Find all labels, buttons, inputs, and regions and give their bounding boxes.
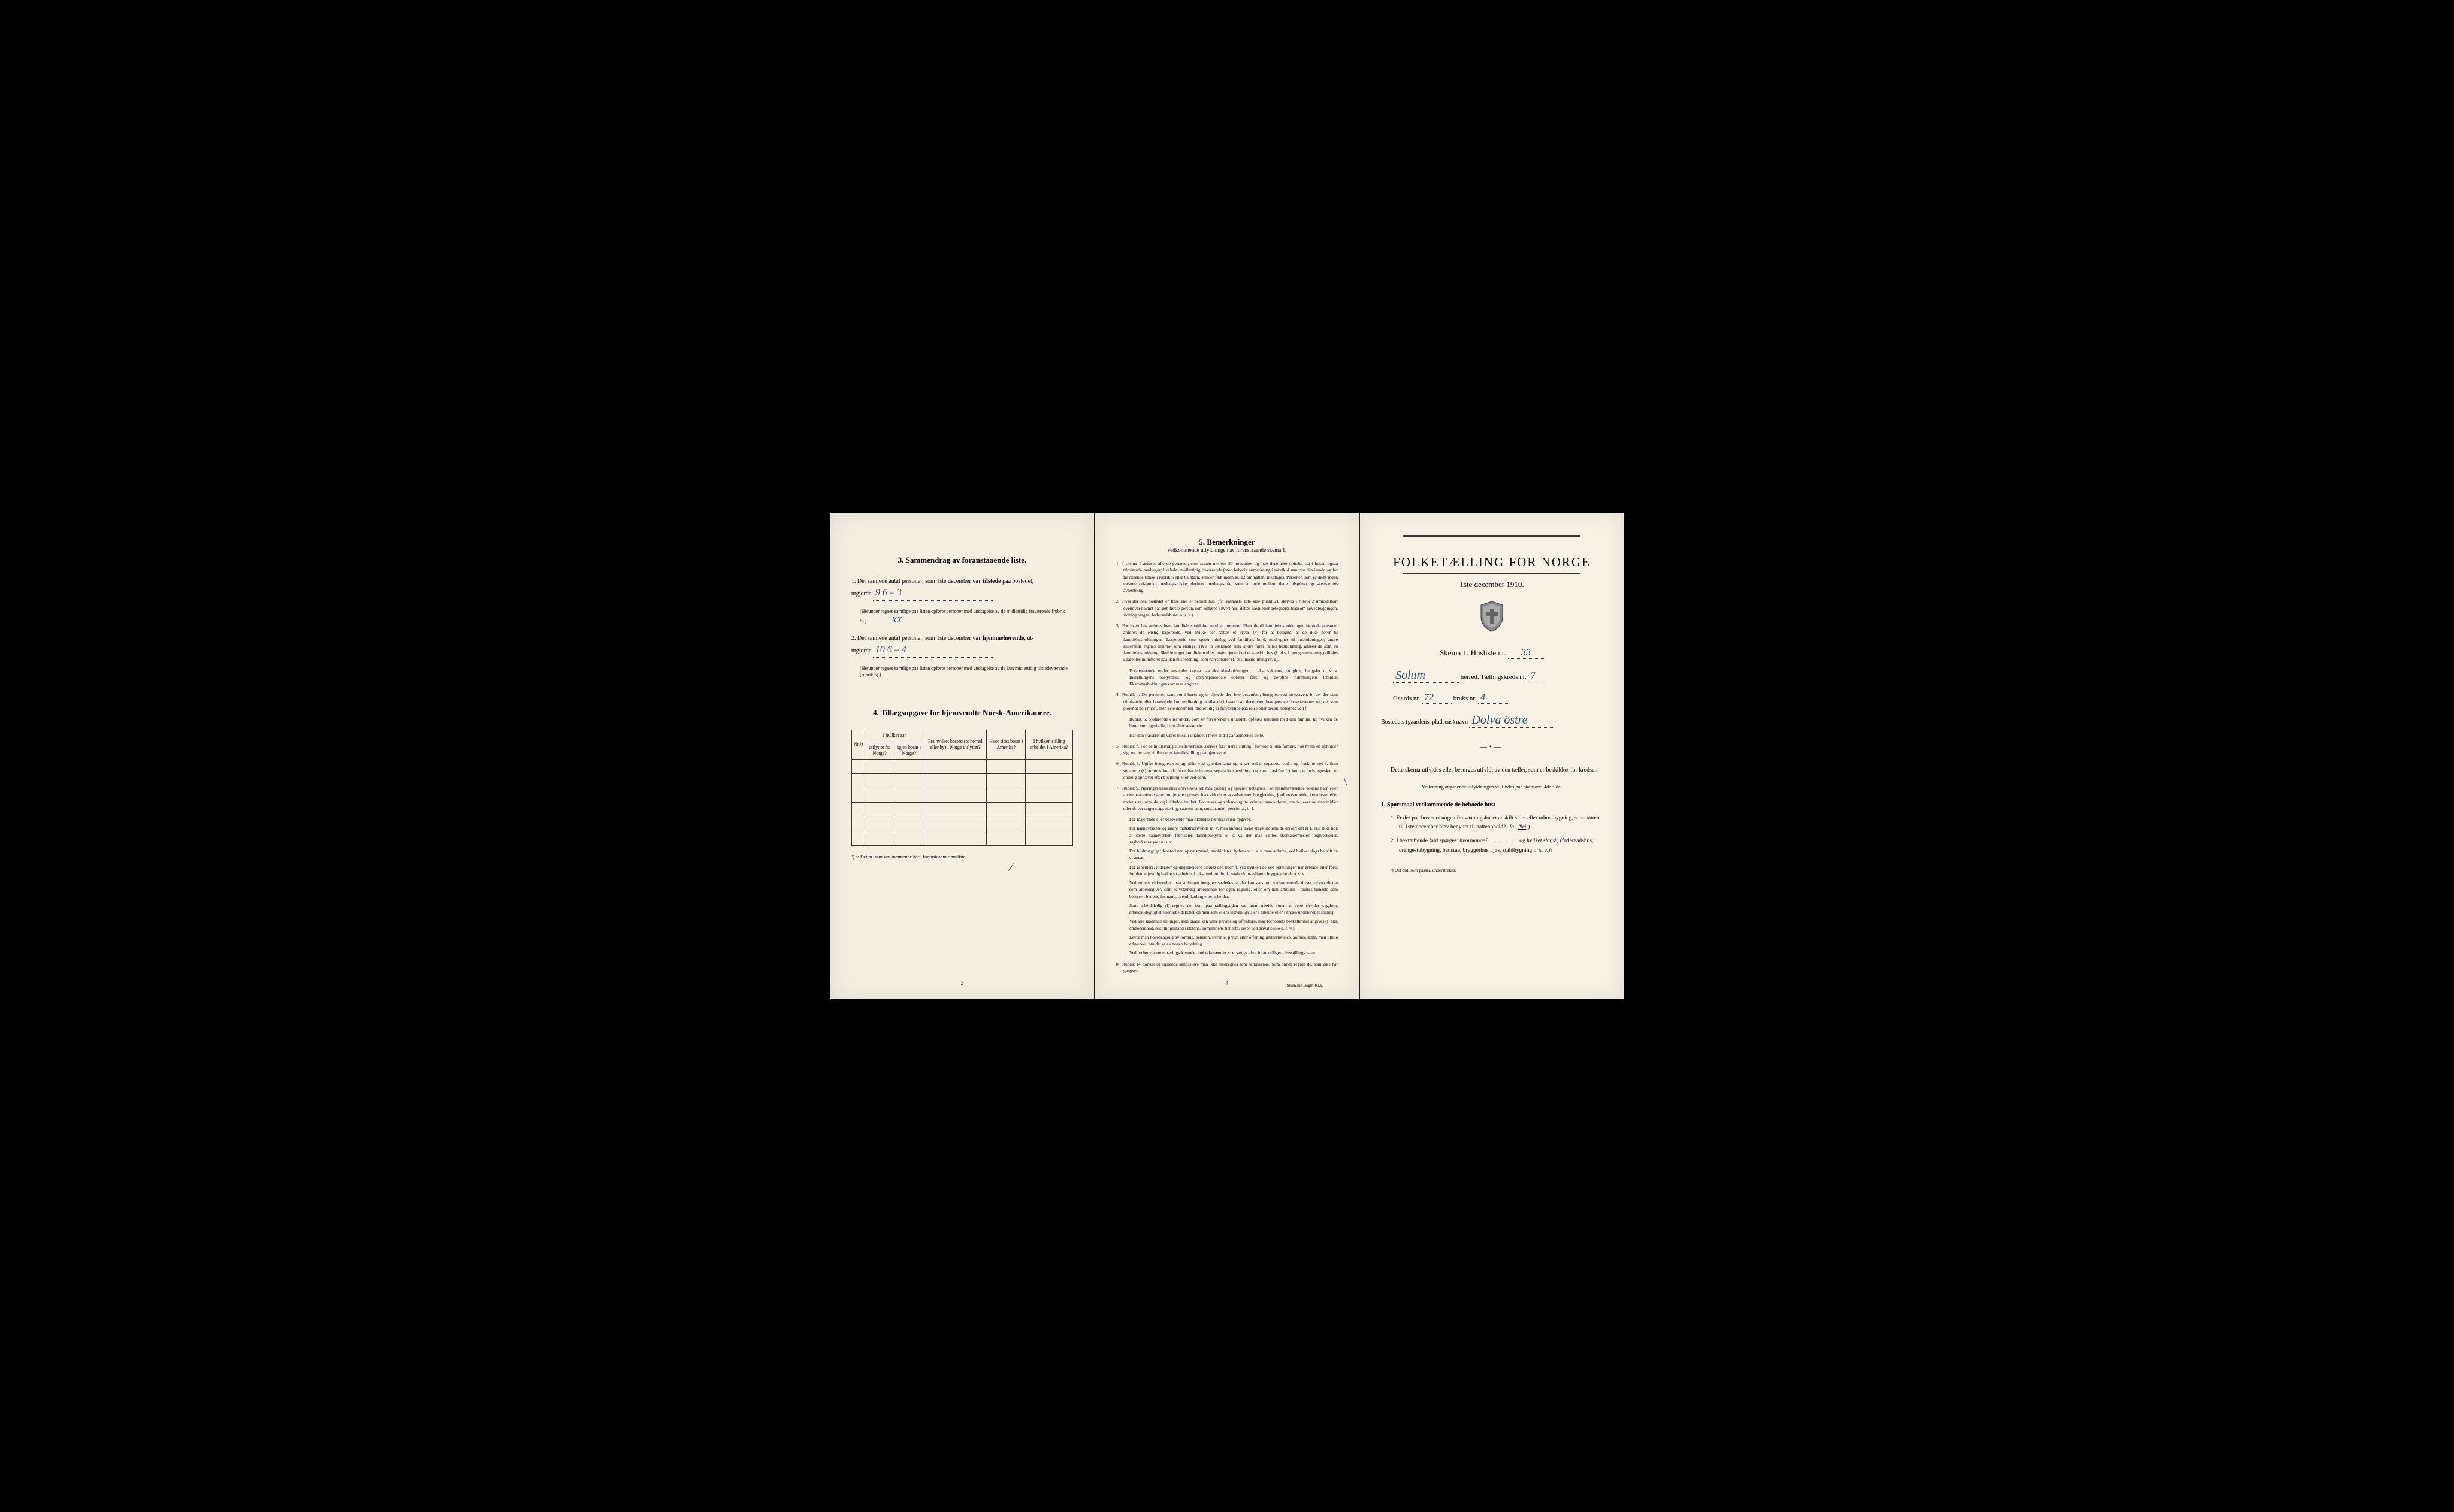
remark-item: Har den fraværende været bosat i utlande… bbox=[1116, 732, 1338, 739]
printer-credit: Steen'ske Bogtr. Kr.a. bbox=[1286, 983, 1323, 988]
remark-item: For losjerende eller besøkende maa likel… bbox=[1116, 816, 1338, 822]
remark-item: 2. Hvis der paa bostedet er flere end ét… bbox=[1116, 598, 1338, 618]
item-1-prefix: 1. Det samlede antal personer, som 1ste … bbox=[851, 578, 971, 585]
remark-item: For arbeidere, inderster og dagarbeidere… bbox=[1116, 864, 1338, 878]
census-date: 1ste december 1910. bbox=[1381, 580, 1603, 589]
section-3-title: 3. Sammendrag av foranstaaende liste. bbox=[851, 555, 1073, 565]
husliste-nr: 33 bbox=[1521, 648, 1531, 658]
item-1-suffix: paa bostedet, bbox=[1002, 578, 1033, 585]
table-row bbox=[852, 760, 1073, 774]
remarks-subtitle: vedkommende utfyldningen av foranstaaend… bbox=[1116, 547, 1338, 553]
herred-hand: Solum bbox=[1395, 669, 1425, 682]
remark-item: Rubrik 6. Sjøfarende eller andre, som er… bbox=[1116, 716, 1338, 730]
remark-item: 6. Rubrik 8. Ugifte betegnes ved ug, gif… bbox=[1116, 760, 1338, 781]
page-middle: 5. Bemerkninger vedkommende utfyldningen… bbox=[1095, 513, 1359, 999]
remark-item: 3. For hvert hus anføres hver familiehus… bbox=[1116, 622, 1338, 663]
left-footnote: ¹) ɔ: Det nr. som vedkommende har i fora… bbox=[851, 854, 1073, 860]
utgjorde-2: utgjorde bbox=[851, 648, 871, 654]
q1-nei: Nei bbox=[1518, 824, 1526, 830]
kreds-nr: 7 bbox=[1530, 671, 1535, 681]
question-1: 1. Er der paa bostedet nogen fra vaaning… bbox=[1391, 814, 1603, 832]
remark-item: Ved alle saadanne stillinger, som baade … bbox=[1116, 918, 1338, 932]
skema-line: Skema 1. Husliste nr. 33 bbox=[1381, 648, 1603, 659]
item-2: 2. Det samlede antal personer, som 1ste … bbox=[851, 634, 1073, 658]
coat-of-arms-icon bbox=[1381, 600, 1603, 636]
hand-2: 10 6 – 4 bbox=[875, 645, 906, 655]
item-2-prefix: 2. Det samlede antal personer, som 1ste … bbox=[851, 635, 971, 642]
remark-item: 7. Rubrik 9. Næringsveiens eller erhverv… bbox=[1116, 785, 1338, 812]
gaards-line: Gaards nr. 72 bruks nr. 4 bbox=[1381, 693, 1603, 704]
remarks-title: 5. Bemerkninger bbox=[1116, 537, 1338, 547]
emigrant-table: Nr.¹) I hvilket aar Fra hvilket bosted (… bbox=[851, 730, 1073, 846]
item-2-note: (Herunder regnes samtlige paa listen opf… bbox=[851, 665, 1073, 678]
remark-item: For haandverkere og andre industridriven… bbox=[1116, 825, 1338, 845]
th-nr: Nr.¹) bbox=[852, 730, 865, 760]
remark-item: Ved enhver virksomhet maa stillingen bet… bbox=[1116, 879, 1338, 900]
remark-item: 1. I skema 1 anføres alle de personer, s… bbox=[1116, 560, 1338, 594]
page-num-4: 4 bbox=[1226, 980, 1229, 987]
table-row bbox=[852, 788, 1073, 803]
remark-item: For fuldmægtiger, kontorister, opsynsmæn… bbox=[1116, 848, 1338, 861]
th-where: Hvor sidst bosat i Amerika? bbox=[987, 730, 1026, 760]
mid-rule bbox=[1403, 573, 1580, 574]
remark-item: Ved forhenværende næringsdrivende, embed… bbox=[1116, 949, 1338, 956]
emigrant-tbody bbox=[852, 760, 1073, 846]
item-1-bold: var tilstede bbox=[972, 578, 1001, 585]
table-row bbox=[852, 803, 1073, 817]
th-job: I hvilken stilling arbeidet i Amerika? bbox=[1026, 730, 1073, 760]
item-1: 1. Det samlede antal personer, som 1ste … bbox=[851, 577, 1073, 601]
remark-item: 5. Rubrik 7. For de midlertidig tilstede… bbox=[1116, 743, 1338, 757]
remark-item: Lever man hovedsagelig av formue, pensio… bbox=[1116, 934, 1338, 948]
th-back: igjen bosat i Norge? bbox=[894, 742, 924, 760]
pen-stroke: ⁄ bbox=[1010, 861, 1012, 875]
page-left: 3. Sammendrag av foranstaaende liste. 1.… bbox=[830, 513, 1094, 999]
top-rule bbox=[1403, 535, 1580, 537]
remark-item: Som arbeidsledig (l) regnes de, som paa … bbox=[1116, 902, 1338, 916]
utgjorde-1: utgjorde bbox=[851, 591, 871, 597]
instruction-main: Dette skema utfyldes eller besørges utfy… bbox=[1381, 766, 1603, 775]
table-row bbox=[852, 817, 1073, 831]
remark-item: 8. Rubrik 14. Sinker og lignende aandssl… bbox=[1116, 961, 1338, 975]
table-row bbox=[852, 774, 1073, 788]
census-title: FOLKETÆLLING FOR NORGE bbox=[1381, 555, 1603, 570]
bosted-hand: Dolva östre bbox=[1471, 713, 1527, 727]
hand-1: 9 6 – 3 bbox=[875, 588, 902, 598]
instruction-small: Veiledning angaaende utfyldningen vil fi… bbox=[1381, 784, 1603, 790]
question-section-title: 1. Spørsmaal vedkommende de beboede hus: bbox=[1381, 802, 1603, 808]
question-2: 2. I bekræftende fald spørges: hvormange… bbox=[1391, 837, 1603, 855]
th-from: Fra hvilket bosted (ɔ: herred eller by) … bbox=[924, 730, 986, 760]
xx-mark: XX bbox=[891, 616, 902, 625]
section-4-title: 4. Tillægsopgave for hjemvendte Norsk-Am… bbox=[851, 708, 1073, 718]
q1-ja: Ja. bbox=[1509, 824, 1515, 830]
bosted-line: Bostedets (gaardens, pladsens) navn Dolv… bbox=[1381, 713, 1603, 728]
ornament-icon: ―•― bbox=[1381, 742, 1603, 751]
pen-mark-paren: \ bbox=[1344, 777, 1347, 788]
table-row bbox=[852, 831, 1073, 846]
right-footnote: ¹) Det ord, som passer, understrekes. bbox=[1381, 867, 1603, 873]
page-right: FOLKETÆLLING FOR NORGE 1ste december 191… bbox=[1360, 513, 1624, 999]
page-num-3: 3 bbox=[961, 980, 964, 987]
th-out: utflyttet fra Norge? bbox=[865, 742, 894, 760]
item-2-bold: var hjemmehørende bbox=[972, 635, 1024, 642]
remark-item: 4. Rubrik 4. De personer, som bor i huse… bbox=[1116, 691, 1338, 712]
gaards-nr: 72 bbox=[1424, 693, 1434, 703]
herred-line: Solum herred. Tællingskreds nr. 7 bbox=[1381, 669, 1603, 683]
remark-item: Foranstaaende regler anvendes ogsaa paa … bbox=[1116, 667, 1338, 688]
item-1-note: (Herunder regnes samtlige paa listen opf… bbox=[851, 608, 1073, 627]
th-year: I hvilket aar bbox=[865, 730, 924, 742]
remarks-list: 1. I skema 1 anføres alle de personer, s… bbox=[1116, 560, 1338, 974]
bruks-nr: 4 bbox=[1480, 693, 1485, 703]
